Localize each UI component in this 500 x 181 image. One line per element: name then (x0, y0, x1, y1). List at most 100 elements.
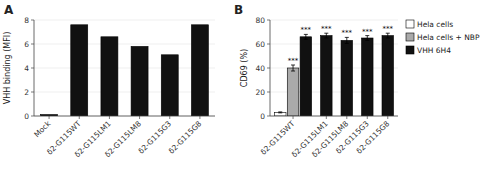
error-line (293, 65, 294, 71)
grid-line (34, 116, 215, 117)
grid-line (34, 20, 215, 21)
panel: A VHH binding (MFI) 0 2 4 6 8 Mockδ2-G115WTδ2-G… (3, 3, 215, 159)
y-tick-label: 8 (24, 16, 29, 25)
annotation: *** (321, 25, 332, 33)
bar (101, 37, 118, 116)
bar (274, 112, 286, 116)
y-tick (31, 20, 34, 21)
grid-line (34, 68, 215, 69)
annotation: *** (288, 57, 299, 65)
y-tick-label: 80 (255, 16, 265, 25)
x-tick-label: δ2-G115LM8 (103, 119, 143, 159)
bar (382, 36, 394, 116)
error-bar (324, 33, 328, 38)
y-tick (267, 116, 270, 117)
y-axis-line (34, 20, 35, 116)
error-cap (386, 38, 390, 39)
grid-line (34, 92, 215, 93)
error-line (367, 36, 368, 41)
labels: ******δ2-G115WT***δ2-G115LM1***δ2-G115LM… (259, 25, 394, 159)
panel-title: B (234, 3, 243, 17)
bar (341, 40, 353, 116)
y-axis-line (270, 20, 271, 116)
y-tick-label: 2 (24, 88, 29, 97)
error-bar (304, 34, 308, 39)
marks (41, 25, 209, 116)
x-tick (387, 116, 388, 119)
y-tick (267, 20, 270, 21)
y-tick (267, 68, 270, 69)
y-tick (267, 92, 270, 93)
error-cap (345, 43, 349, 44)
x-tick-label: δ2-G115G8 (355, 119, 392, 156)
panel: BCD69 (%)020406080******δ2-G115WT***δ2-G… (234, 3, 480, 159)
error-line (387, 33, 388, 38)
error-cap (278, 111, 282, 112)
error-cap (304, 39, 308, 40)
y-tick (31, 92, 34, 93)
y-axis-label: VHH binding (MFI) (3, 32, 12, 105)
grid-line (270, 44, 398, 45)
y-tick-label: 0 (260, 112, 265, 121)
bar (362, 38, 374, 116)
x-tick (49, 116, 50, 119)
y-tick (31, 68, 34, 69)
bar (287, 68, 299, 116)
chart-root: A VHH binding (MFI) 0 2 4 6 8 Mockδ2-G115WTδ2-G… (0, 0, 500, 181)
x-tick (79, 116, 80, 119)
x-tick (139, 116, 140, 119)
x-tick-label: Mock (32, 119, 53, 140)
y-tick (31, 44, 34, 45)
grid-line (270, 116, 398, 117)
annotation: *** (342, 29, 353, 37)
x-tick (367, 116, 368, 119)
annotation: *** (383, 25, 394, 33)
error-line (305, 34, 306, 39)
panel-title: A (4, 3, 14, 17)
grid-line (270, 20, 398, 21)
y-axis-label: CD69 (%) (240, 49, 249, 87)
legend-label: Hela cells (417, 20, 453, 29)
y-tick (31, 116, 34, 117)
y-tick-label: 60 (255, 40, 265, 49)
error-bar (386, 33, 390, 38)
error-cap (324, 38, 328, 39)
x-tick (346, 116, 347, 119)
error-bar (365, 36, 369, 41)
bar (71, 25, 88, 116)
error-line (326, 33, 327, 38)
error-cap (278, 112, 282, 113)
bar (161, 55, 178, 116)
x-tick (326, 116, 327, 119)
y-tick (267, 44, 270, 45)
error-bar (345, 37, 349, 43)
legend-label: VHH 6H4 (417, 46, 451, 55)
error-cap (365, 40, 369, 41)
x-tick (199, 116, 200, 119)
y-tick-label: 40 (255, 64, 265, 73)
legend-swatch (406, 20, 414, 28)
annotation: *** (301, 26, 312, 34)
bar (321, 36, 333, 116)
y-tick-label: 0 (24, 112, 29, 121)
y-tick-label: 6 (24, 40, 29, 49)
x-axis-line (270, 116, 398, 117)
legend-swatch (406, 33, 414, 41)
x-tick-label: δ2-G115G8 (167, 119, 204, 156)
x-axis-line (34, 116, 215, 117)
legend-label: Hela cells + NBP (417, 33, 480, 42)
marks (274, 33, 393, 116)
error-cap (291, 71, 295, 72)
error-bar (278, 111, 282, 113)
bar (131, 46, 148, 116)
y-tick-label: 4 (24, 64, 29, 73)
error-bar (291, 65, 295, 71)
legend-swatch (406, 46, 414, 54)
annotation: *** (362, 28, 373, 36)
x-tick (293, 116, 294, 119)
bar (300, 37, 312, 116)
labels: Mockδ2-G115WTδ2-G115LM1δ2-G115LM8δ2-G115… (32, 119, 203, 160)
y-tick-label: 20 (255, 88, 265, 97)
error-line (346, 37, 347, 43)
legend: Hela cells Hela cells + NBP VHH 6H4 (406, 20, 480, 55)
